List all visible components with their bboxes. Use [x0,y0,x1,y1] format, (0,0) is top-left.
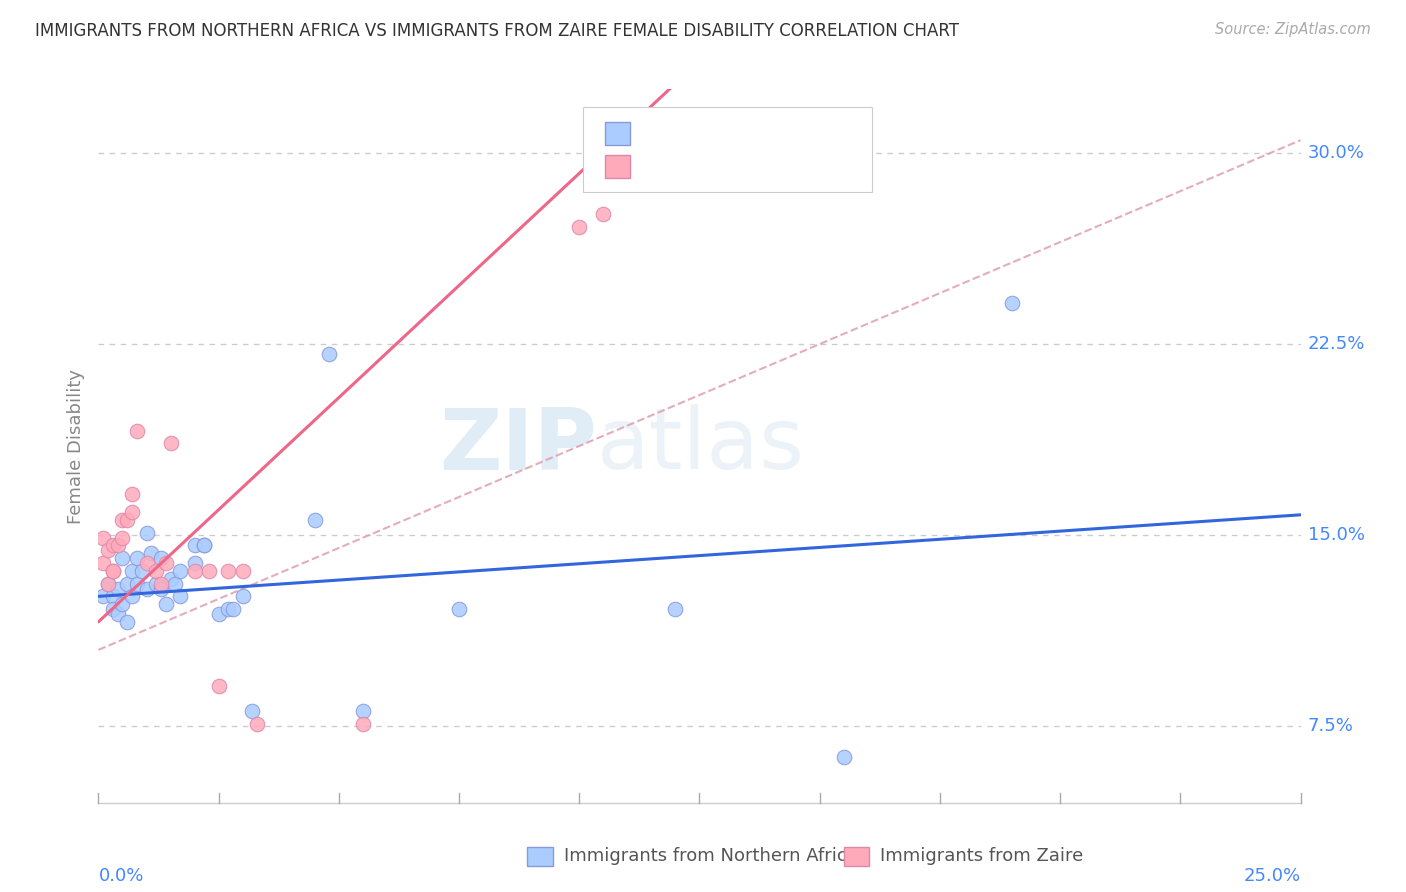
Point [592,207,614,221]
Point [107,607,129,622]
Point [352,704,374,718]
Point [101,564,124,578]
Point [240,704,263,718]
Text: Source: ZipAtlas.com: Source: ZipAtlas.com [1215,22,1371,37]
Point [135,525,157,540]
Text: N =: N = [733,125,772,143]
Point [304,513,326,527]
Text: 0.526: 0.526 [681,158,737,176]
Text: R =: R = [641,125,681,143]
Point [222,602,245,616]
Point [352,716,374,731]
Text: ZIP: ZIP [440,404,598,488]
Point [208,607,231,622]
Point [135,582,157,596]
Point [232,590,254,604]
Point [111,551,134,566]
Point [159,436,181,450]
Point [568,219,591,234]
Point [149,551,172,566]
Text: atlas: atlas [598,404,806,488]
Point [155,556,177,570]
Y-axis label: Female Disability: Female Disability [66,368,84,524]
Point [131,564,153,578]
Point [97,576,120,591]
Point [183,556,205,570]
Point [111,597,134,611]
Point [318,347,340,361]
Text: N =: N = [733,158,772,176]
Text: 0.214: 0.214 [681,125,737,143]
Text: Immigrants from Zaire: Immigrants from Zaire [880,847,1084,865]
Text: R =: R = [641,158,681,176]
Point [111,513,134,527]
Point [121,564,143,578]
Text: 0.0%: 0.0% [98,866,143,885]
Point [193,538,215,552]
Text: Immigrants from Northern Africa: Immigrants from Northern Africa [564,847,858,865]
Point [121,487,143,501]
Point [149,582,172,596]
Point [217,602,239,616]
Text: 25.0%: 25.0% [1243,866,1301,885]
Point [183,538,205,552]
Point [165,576,187,591]
Point [121,590,143,604]
Point [141,546,163,560]
Point [117,513,139,527]
Point [217,564,239,578]
Point [145,564,167,578]
Point [159,572,181,586]
Point [193,538,215,552]
Point [198,564,221,578]
Point [101,564,124,578]
Point [101,590,124,604]
Point [447,602,470,616]
Point [664,602,686,616]
Point [208,679,231,693]
Point [832,750,855,764]
Point [91,590,114,604]
Point [149,576,172,591]
Point [121,505,143,519]
Point [97,543,120,558]
Text: 15.0%: 15.0% [1308,526,1365,544]
Point [125,551,148,566]
Point [169,590,191,604]
Point [125,424,148,438]
Point [107,538,129,552]
Text: 29: 29 [768,158,793,176]
Point [125,576,148,591]
Text: IMMIGRANTS FROM NORTHERN AFRICA VS IMMIGRANTS FROM ZAIRE FEMALE DISABILITY CORRE: IMMIGRANTS FROM NORTHERN AFRICA VS IMMIG… [35,22,959,40]
Text: 30.0%: 30.0% [1308,144,1364,162]
Point [91,531,114,545]
Point [97,576,120,591]
Point [117,615,139,629]
Point [145,576,167,591]
Point [135,556,157,570]
Point [1001,296,1024,310]
Point [246,716,269,731]
Text: 22.5%: 22.5% [1308,335,1365,353]
Point [111,531,134,545]
Point [183,564,205,578]
Point [155,597,177,611]
Point [117,576,139,591]
Point [107,582,129,596]
Point [169,564,191,578]
Point [101,538,124,552]
Text: 41: 41 [768,125,793,143]
Point [232,564,254,578]
Text: 7.5%: 7.5% [1308,717,1354,735]
Point [91,556,114,570]
Point [101,602,124,616]
